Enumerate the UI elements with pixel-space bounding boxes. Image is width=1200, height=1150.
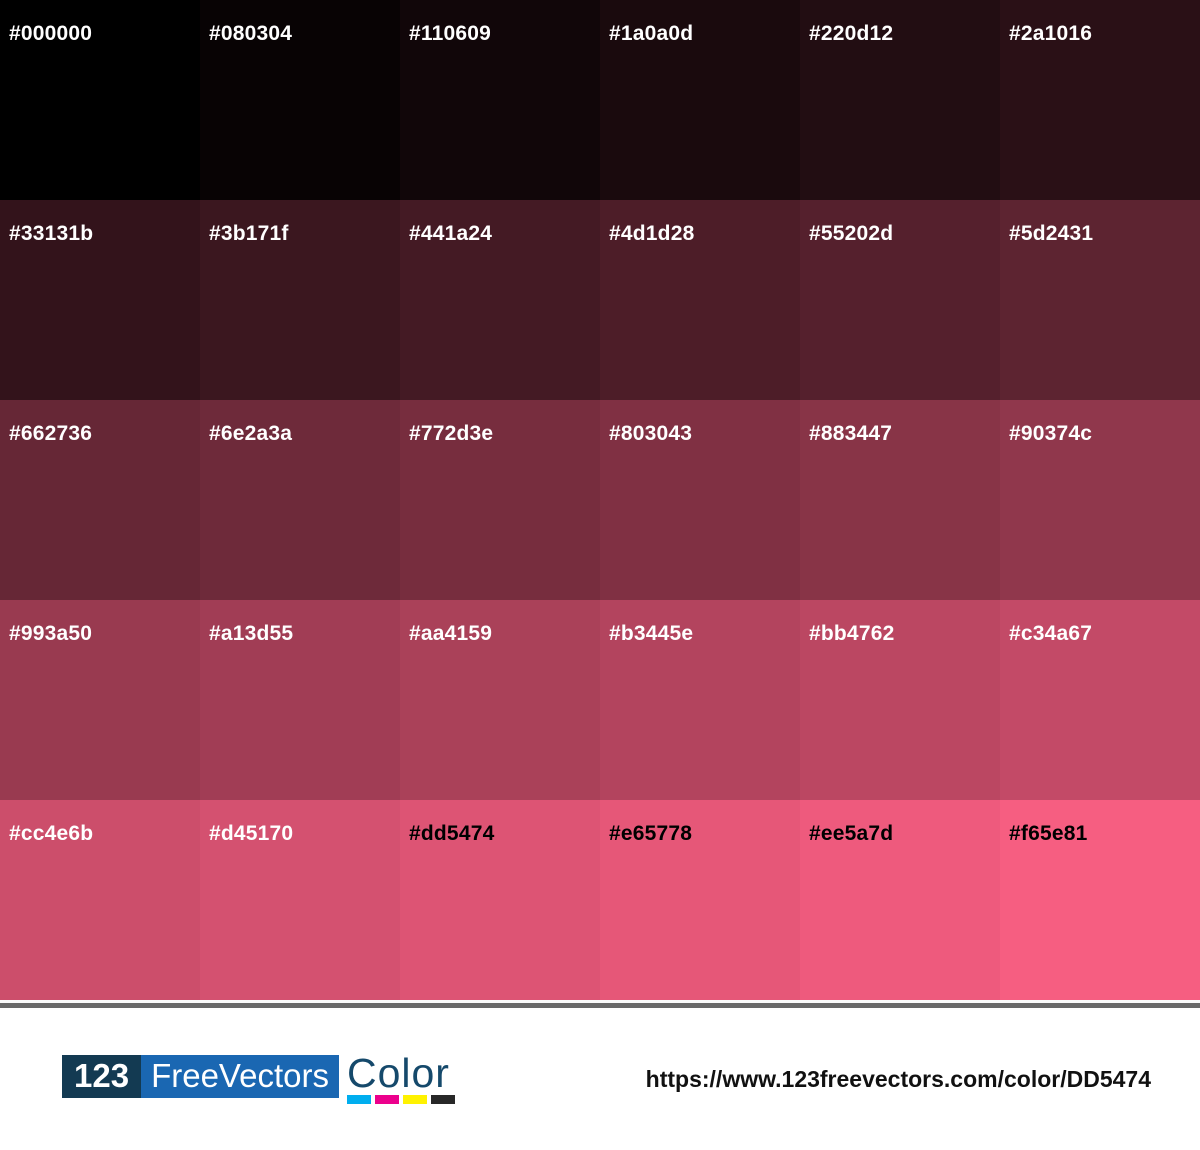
swatch-hex-label: #55202d	[809, 222, 894, 245]
swatch-hex-label: #bb4762	[809, 622, 895, 645]
logo-color-text: Color	[346, 1049, 450, 1096]
black-bar-icon	[430, 1094, 455, 1104]
color-swatch[interactable]: #5d2431	[1000, 200, 1200, 400]
swatch-hex-label: #a13d55	[209, 622, 294, 645]
swatch-hex-label: #6e2a3a	[209, 422, 293, 445]
color-swatch[interactable]: #bb4762	[800, 600, 1000, 800]
yellow-bar-icon	[402, 1094, 427, 1104]
divider-gray-line	[0, 1003, 1200, 1008]
color-swatch[interactable]: #883447	[800, 400, 1000, 600]
color-swatch[interactable]: #000000	[0, 0, 200, 200]
color-swatch[interactable]: #cc4e6b	[0, 800, 200, 1000]
color-swatch[interactable]: #f65e81	[1000, 800, 1200, 1000]
swatch-hex-label: #772d3e	[409, 422, 494, 445]
color-swatch[interactable]: #2a1016	[1000, 0, 1200, 200]
cyan-bar-icon	[346, 1094, 371, 1104]
swatch-hex-label: #aa4159	[409, 622, 493, 645]
swatch-hex-label: #2a1016	[1009, 22, 1093, 45]
color-swatch[interactable]: #441a24	[400, 200, 600, 400]
logo-brand-name: FreeVectors	[141, 1054, 339, 1098]
color-swatch[interactable]: #772d3e	[400, 400, 600, 600]
swatch-hex-label: #1a0a0d	[609, 22, 694, 45]
color-swatch[interactable]: #ee5a7d	[800, 800, 1000, 1000]
color-swatch[interactable]: #33131b	[0, 200, 200, 400]
swatch-hex-label: #e65778	[609, 822, 693, 845]
swatch-hex-label: #3b171f	[209, 222, 289, 245]
color-swatch[interactable]: #d45170	[200, 800, 400, 1000]
color-swatch[interactable]: #dd5474	[400, 800, 600, 1000]
color-grid: #000000 #080304 #110609 #1a0a0d #220d12 #2a10…	[0, 0, 1200, 1000]
swatch-hex-label: #d45170	[209, 822, 294, 845]
color-swatch[interactable]: #3b171f	[200, 200, 400, 400]
color-swatch[interactable]: #90374c	[1000, 400, 1200, 600]
color-swatch[interactable]: #a13d55	[200, 600, 400, 800]
swatch-hex-label: #883447	[809, 422, 893, 445]
footer: 123 FreeVectors Color https://www.123fre…	[0, 1008, 1200, 1150]
swatch-hex-label: #000000	[9, 22, 93, 45]
swatch-hex-label: #90374c	[1009, 422, 1093, 445]
color-swatch[interactable]: #b3445e	[600, 600, 800, 800]
swatch-hex-label: #5d2431	[1009, 222, 1094, 245]
color-swatch[interactable]: #803043	[600, 400, 800, 600]
logo-color-wordmark: Color	[346, 1049, 455, 1104]
color-swatch[interactable]: #1a0a0d	[600, 0, 800, 200]
swatch-hex-label: #441a24	[409, 222, 493, 245]
swatch-hex-label: #33131b	[9, 222, 94, 245]
color-swatch[interactable]: #220d12	[800, 0, 1000, 200]
color-swatch[interactable]: #993a50	[0, 600, 200, 800]
swatch-hex-label: #662736	[9, 422, 93, 445]
color-swatch[interactable]: #aa4159	[400, 600, 600, 800]
color-swatch[interactable]: #4d1d28	[600, 200, 800, 400]
swatch-hex-label: #080304	[209, 22, 293, 45]
swatch-hex-label: #4d1d28	[609, 222, 695, 245]
magenta-bar-icon	[374, 1094, 399, 1104]
swatch-hex-label: #ee5a7d	[809, 822, 894, 845]
swatch-hex-label: #f65e81	[1009, 822, 1088, 845]
swatch-hex-label: #c34a67	[1009, 622, 1093, 645]
color-swatch[interactable]: #e65778	[600, 800, 800, 1000]
color-swatch[interactable]: #55202d	[800, 200, 1000, 400]
color-swatch[interactable]: #6e2a3a	[200, 400, 400, 600]
logo-number: 123	[62, 1054, 142, 1098]
divider-light-line	[0, 1000, 1200, 1003]
color-swatch[interactable]: #110609	[400, 0, 600, 200]
color-swatch[interactable]: #c34a67	[1000, 600, 1200, 800]
cmyk-bars-icon	[346, 1094, 455, 1104]
123freevectors-logo[interactable]: 123 FreeVectors Color	[62, 1049, 455, 1104]
swatch-hex-label: #803043	[609, 422, 693, 445]
swatch-hex-label: #cc4e6b	[9, 822, 94, 845]
swatch-hex-label: #220d12	[809, 22, 894, 45]
swatch-hex-label: #110609	[409, 22, 491, 45]
color-swatch[interactable]: #080304	[200, 0, 400, 200]
swatch-hex-label: #b3445e	[609, 622, 694, 645]
swatch-hex-label: #993a50	[9, 622, 93, 645]
swatch-hex-label: #dd5474	[409, 822, 495, 845]
page-url: https://www.123freevectors.com/color/DD5…	[645, 1065, 1151, 1092]
color-swatch[interactable]: #662736	[0, 400, 200, 600]
